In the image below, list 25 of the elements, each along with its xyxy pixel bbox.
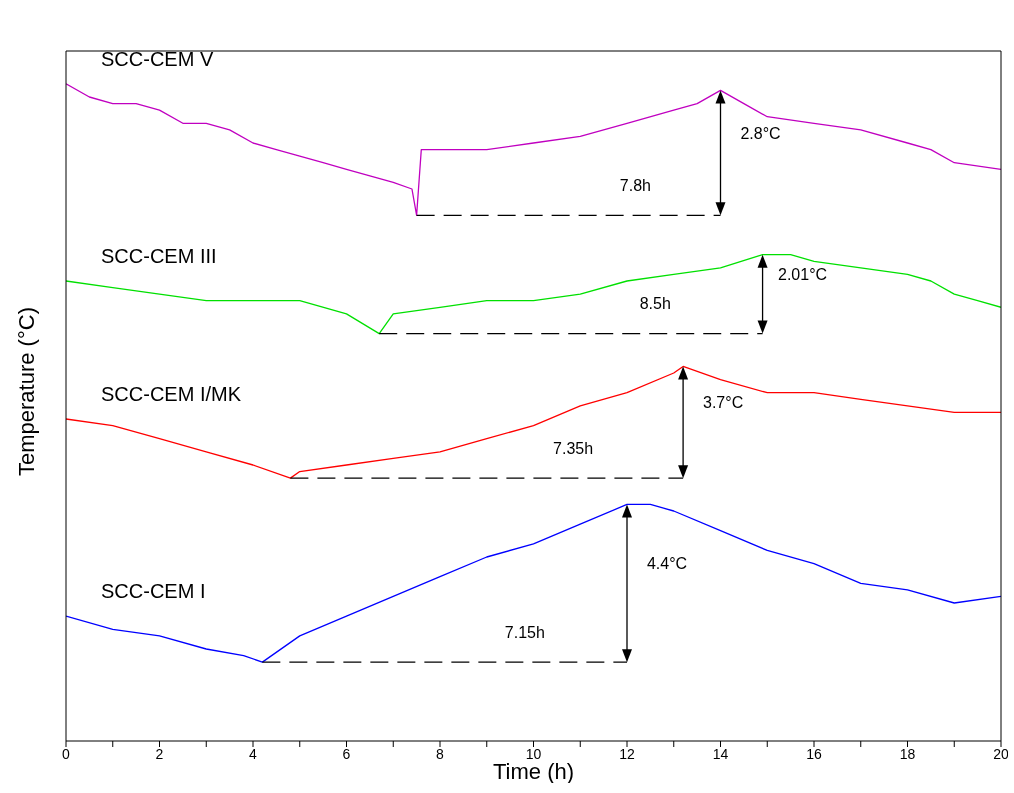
y-axis-title: Temperature (°C) [13, 307, 39, 476]
annotation: 2.01°C [778, 265, 828, 283]
annotation: 7.35h [553, 439, 594, 457]
x-tick-label: 2 [155, 745, 164, 762]
x-tick-label: 12 [619, 745, 635, 762]
annotation: 7.8h [619, 176, 651, 194]
x-tick-label: 0 [62, 745, 71, 762]
x-tick-label: 6 [342, 745, 351, 762]
annotation: 4.4°C [646, 554, 688, 572]
series-label: SCC-CEM III [101, 245, 217, 267]
x-tick-label: 18 [899, 745, 916, 762]
x-axis-title: Time (h) [492, 759, 575, 784]
annotation: 2.8°C [740, 124, 781, 142]
series-label: SCC-CEM I/MK [101, 383, 242, 405]
series-label: SCC-CEM I [101, 580, 206, 603]
x-tick-label: 10 [525, 745, 542, 762]
x-tick-label: 16 [806, 745, 822, 762]
x-tick-label: 14 [712, 745, 729, 762]
annotation: 8.5h [639, 295, 671, 313]
x-tick-label: 20 [993, 745, 1009, 762]
annotation: 3.7°C [703, 393, 744, 411]
annotation: 7.15h [504, 623, 545, 641]
x-tick-label: 8 [436, 745, 445, 762]
series-label: SCC-CEM V [101, 47, 214, 70]
x-tick-label: 4 [249, 745, 258, 762]
